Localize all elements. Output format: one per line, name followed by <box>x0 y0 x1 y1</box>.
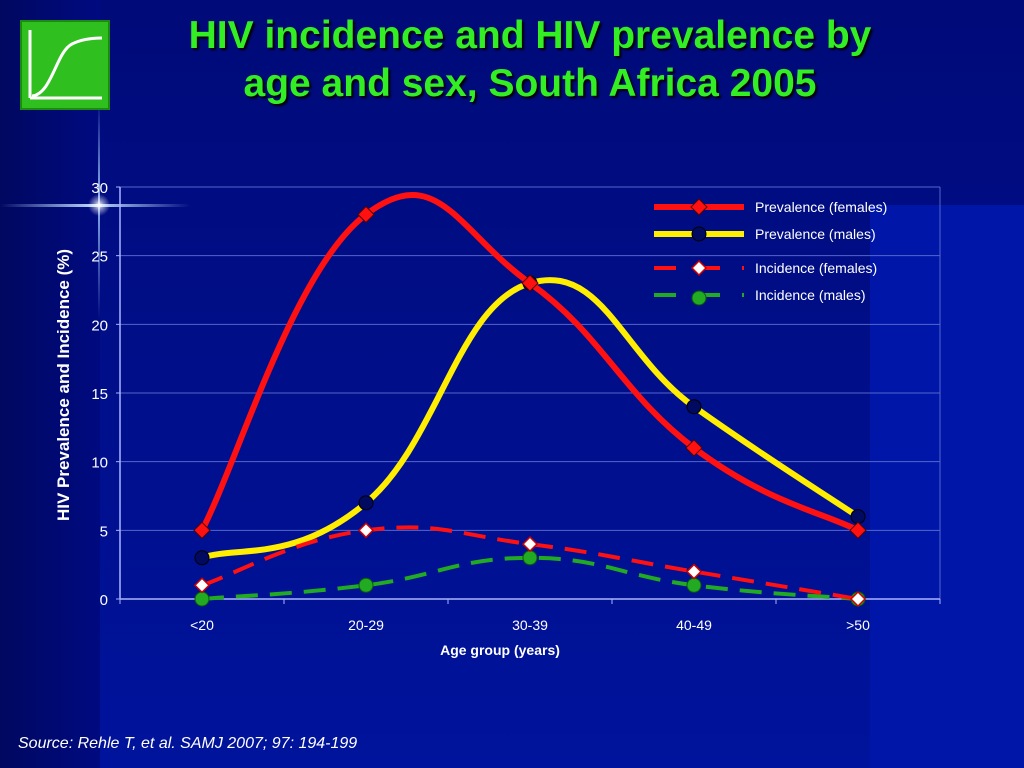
chart-series <box>193 192 867 608</box>
data-point-marker <box>521 536 539 553</box>
title-line-1: HIV incidence and HIV prevalence by <box>188 14 872 57</box>
data-point-marker <box>685 439 703 457</box>
data-point-marker <box>358 577 374 593</box>
slide-title: HIV incidence and HIV prevalence by age … <box>120 12 940 108</box>
series-line <box>199 192 860 534</box>
data-point-marker <box>690 259 708 277</box>
data-point-marker <box>522 550 538 566</box>
growth-curve-icon <box>20 20 110 110</box>
data-point-marker <box>357 522 375 539</box>
background-left-panel <box>0 0 100 768</box>
series-line <box>201 525 859 601</box>
data-point-marker <box>685 563 703 580</box>
data-point-marker <box>691 226 707 242</box>
source-citation: Source: Rehle T, et al. SAMJ 2007; 97: 1… <box>18 735 358 752</box>
x-tick-label: 20-29 <box>348 617 384 633</box>
y-tick-label: 5 <box>100 523 108 540</box>
data-point-marker <box>194 591 210 607</box>
sparkle-icon <box>86 192 112 218</box>
legend-entry: Prevalence (females) <box>654 198 887 216</box>
y-axis-label: HIV Prevalence and Incidence (%) <box>54 249 73 521</box>
data-point-marker <box>521 274 539 292</box>
chart-axes: 0 5 10 15 20 25 30 <20 20-29 30-39 40-49 >50 <box>91 180 941 633</box>
x-tick-label: 40-49 <box>676 617 712 633</box>
data-point-marker <box>686 577 702 593</box>
data-point-marker <box>849 521 867 540</box>
y-tick-label: 25 <box>91 249 108 266</box>
legend-label: Prevalence (males) <box>755 226 876 242</box>
chart-grid <box>120 186 941 599</box>
y-tick-label: 15 <box>91 386 108 403</box>
title-line-2: age and sex, South Africa 2005 <box>243 62 817 105</box>
series-incidence-males <box>194 550 866 607</box>
x-tick-label: >50 <box>846 617 870 633</box>
data-point-marker <box>686 399 702 415</box>
series-prevalence-females <box>193 192 867 540</box>
background-right-band <box>870 205 1024 768</box>
data-point-marker <box>357 205 375 224</box>
y-tick-label: 0 <box>100 592 108 609</box>
y-tick-label: 30 <box>91 180 108 197</box>
data-point-marker <box>193 521 211 540</box>
data-point-marker <box>850 509 866 525</box>
series-line <box>201 277 860 561</box>
legend-label: Incidence (females) <box>755 260 877 276</box>
data-point-marker <box>690 198 708 216</box>
data-point-marker <box>691 290 707 306</box>
series-incidence-females <box>193 522 867 608</box>
data-point-marker <box>849 590 867 608</box>
y-tick-label: 10 <box>91 455 108 472</box>
data-point-marker <box>193 577 211 594</box>
series-line <box>201 555 859 601</box>
legend-label: Incidence (males) <box>755 287 866 303</box>
x-tick-label: <20 <box>190 617 214 633</box>
x-axis-label: Age group (years) <box>440 642 560 658</box>
legend-entry: Prevalence (males) <box>654 226 876 242</box>
legend-entry: Incidence (females) <box>654 259 877 277</box>
y-tick-label: 20 <box>91 317 108 334</box>
x-tick-label: 30-39 <box>512 617 548 633</box>
legend-entry: Incidence (males) <box>654 287 866 306</box>
chart-legend: Prevalence (females) Prevalence (males) In… <box>654 198 887 306</box>
data-point-marker <box>194 550 210 566</box>
legend-label: Prevalence (females) <box>755 199 887 215</box>
data-point-marker <box>358 495 374 511</box>
